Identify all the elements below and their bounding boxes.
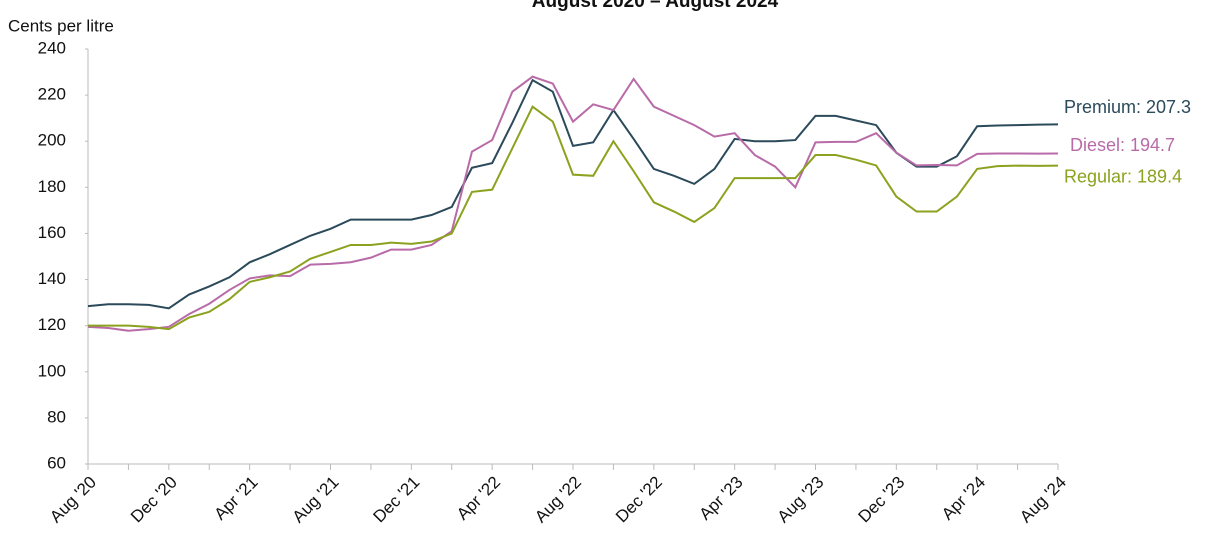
y-tick-label: 140 bbox=[38, 269, 66, 288]
x-tick-label: Aug '21 bbox=[289, 473, 343, 527]
y-tick-label: 160 bbox=[38, 223, 66, 242]
y-tick-label: 100 bbox=[38, 361, 66, 380]
end-label: Regular: 189.4 bbox=[1064, 166, 1182, 186]
y-axis-label: Cents per litre bbox=[8, 16, 114, 35]
y-tick-label: 180 bbox=[38, 177, 66, 196]
x-tick-label: Apr '24 bbox=[938, 473, 989, 524]
chart-title: August 2020 – August 2024 bbox=[532, 0, 779, 12]
x-tick-label: Dec '23 bbox=[855, 473, 909, 527]
end-label: Diesel: 194.7 bbox=[1070, 135, 1175, 155]
x-tick-label: Apr '22 bbox=[453, 473, 504, 524]
x-tick-label: Dec '22 bbox=[612, 473, 666, 527]
y-tick-label: 200 bbox=[38, 131, 66, 150]
y-tick-label: 80 bbox=[47, 407, 66, 426]
x-tick-label: Apr '21 bbox=[211, 473, 262, 524]
y-tick-label: 220 bbox=[38, 85, 66, 104]
x-tick-label: Dec '20 bbox=[127, 473, 181, 527]
x-tick-label: Aug '22 bbox=[531, 473, 585, 527]
y-tick-label: 120 bbox=[38, 315, 66, 334]
x-tick-label: Apr '23 bbox=[696, 473, 747, 524]
y-tick-label: 60 bbox=[47, 453, 66, 472]
line-series bbox=[87, 78, 1059, 310]
x-tick-label: Dec '21 bbox=[370, 473, 424, 527]
line-series bbox=[87, 75, 1059, 332]
x-tick-label: Aug '24 bbox=[1016, 473, 1070, 527]
end-label: Premium: 207.3 bbox=[1064, 97, 1191, 117]
y-tick-label: 240 bbox=[38, 38, 66, 57]
x-tick-label: Aug '20 bbox=[46, 473, 100, 527]
line-series bbox=[88, 105, 1059, 331]
x-tick-label: Aug '23 bbox=[774, 473, 828, 527]
